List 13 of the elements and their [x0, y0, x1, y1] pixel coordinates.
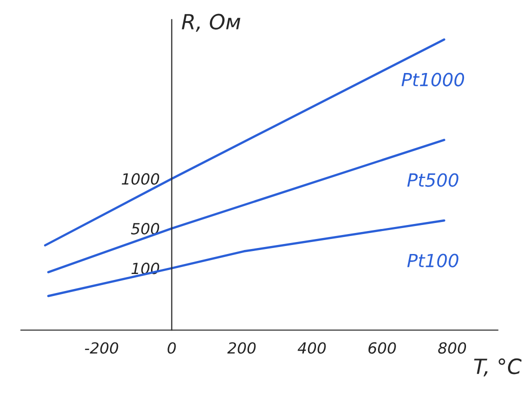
x-axis-title: T, °C — [474, 358, 522, 376]
y-axis-title: R, Ом — [182, 14, 240, 32]
x-tick-label: 200 — [227, 342, 256, 354]
series-label: Pt500 — [407, 173, 458, 187]
series-label: Pt1000 — [402, 72, 464, 86]
y-tick-label: 1000 — [122, 173, 160, 185]
series-label: Pt100 — [407, 254, 458, 268]
y-tick-label: 500 — [131, 222, 160, 234]
x-tick-label: 800 — [438, 342, 466, 354]
x-tick-label: 0 — [168, 342, 176, 354]
x-tick-label: 600 — [368, 342, 396, 354]
x-tick-label: -200 — [84, 342, 118, 354]
x-tick-label: 400 — [298, 342, 326, 354]
